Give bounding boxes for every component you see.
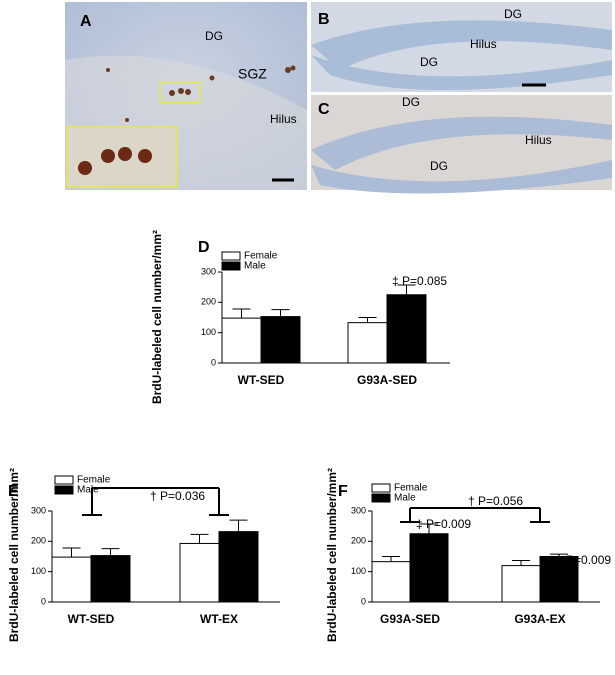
x-tick-label: G93A-SED <box>380 612 440 626</box>
annotation: ‡ P=0.009 <box>416 517 471 531</box>
x-tick-label: WT-EX <box>200 612 238 626</box>
y-tick-label: 100 <box>351 566 366 576</box>
annotation: † P=0.056 <box>468 494 523 508</box>
y-tick-label: 100 <box>201 327 216 337</box>
bar <box>501 565 541 603</box>
y-tick-label: 0 <box>211 357 216 367</box>
panel-label: D <box>198 239 210 256</box>
y-tick-label: 200 <box>31 536 46 546</box>
bar <box>386 294 427 364</box>
legend-swatch <box>54 475 74 485</box>
bracket <box>400 507 550 523</box>
y-tick-label: 200 <box>351 536 366 546</box>
y-tick-label: 0 <box>361 596 366 606</box>
inset-cells <box>78 147 152 175</box>
legend-swatch <box>54 485 74 495</box>
panel-label: C <box>318 101 330 118</box>
panel-label: F <box>338 483 348 500</box>
bar <box>221 317 262 364</box>
annotation: ‡ P=0.085 <box>392 274 447 288</box>
legend-swatch <box>371 493 391 503</box>
inset-box <box>159 81 201 103</box>
bar <box>218 531 259 603</box>
granule-layer <box>311 55 612 90</box>
bar <box>371 561 411 603</box>
legend-swatch <box>221 261 241 271</box>
y-axis-label: BrdU-labeled cell number/mm² <box>7 468 21 642</box>
legend-label: Male <box>244 261 266 272</box>
y-axis-label: BrdU-labeled cell number/mm² <box>325 468 339 642</box>
bar <box>260 316 301 364</box>
legend-label: Male <box>77 485 99 496</box>
bar <box>179 542 220 603</box>
granule-layer <box>311 20 612 71</box>
x-tick-label: WT-SED <box>68 612 115 626</box>
x-tick-label: G93A-EX <box>514 612 565 626</box>
panel-label: E <box>8 483 19 500</box>
y-axis-label: BrdU-labeled cell number/mm² <box>150 230 164 404</box>
region-label: DG <box>420 55 438 69</box>
legend-swatch <box>221 251 241 261</box>
legend-swatch <box>371 483 391 493</box>
bar <box>51 556 92 603</box>
legend-label: Female <box>77 475 111 486</box>
legend-label: Female <box>394 483 428 494</box>
granule-layer <box>311 116 612 170</box>
cells <box>106 65 296 122</box>
region-label: DG <box>504 7 522 21</box>
region-label: Hilus <box>270 112 297 126</box>
panel-label: B <box>318 11 330 28</box>
bar <box>409 533 449 603</box>
bar <box>347 322 388 364</box>
bracket <box>82 487 229 516</box>
legend-label: Female <box>244 251 278 262</box>
annotation: ‡ P=0.009 <box>556 553 611 567</box>
panel-label: A <box>80 13 92 30</box>
granule-layer <box>311 160 612 194</box>
region-label: DG <box>430 159 448 173</box>
region-label: DG <box>402 95 420 109</box>
y-tick-label: 100 <box>31 566 46 576</box>
annotation: † P=0.036 <box>150 489 205 503</box>
y-tick-label: 0 <box>41 596 46 606</box>
region-label: DG <box>205 29 223 43</box>
x-tick-label: G93A-SED <box>357 373 417 387</box>
y-tick-label: 300 <box>201 266 216 276</box>
y-tick-label: 200 <box>201 297 216 307</box>
x-tick-label: WT-SED <box>238 373 285 387</box>
legend-label: Male <box>394 493 416 504</box>
bar <box>90 555 131 603</box>
y-tick-label: 300 <box>31 505 46 515</box>
region-label: Hilus <box>470 37 497 51</box>
y-tick-label: 300 <box>351 505 366 515</box>
bar <box>539 556 579 603</box>
region-label: Hilus <box>525 133 552 147</box>
region-label: SGZ <box>238 66 267 82</box>
